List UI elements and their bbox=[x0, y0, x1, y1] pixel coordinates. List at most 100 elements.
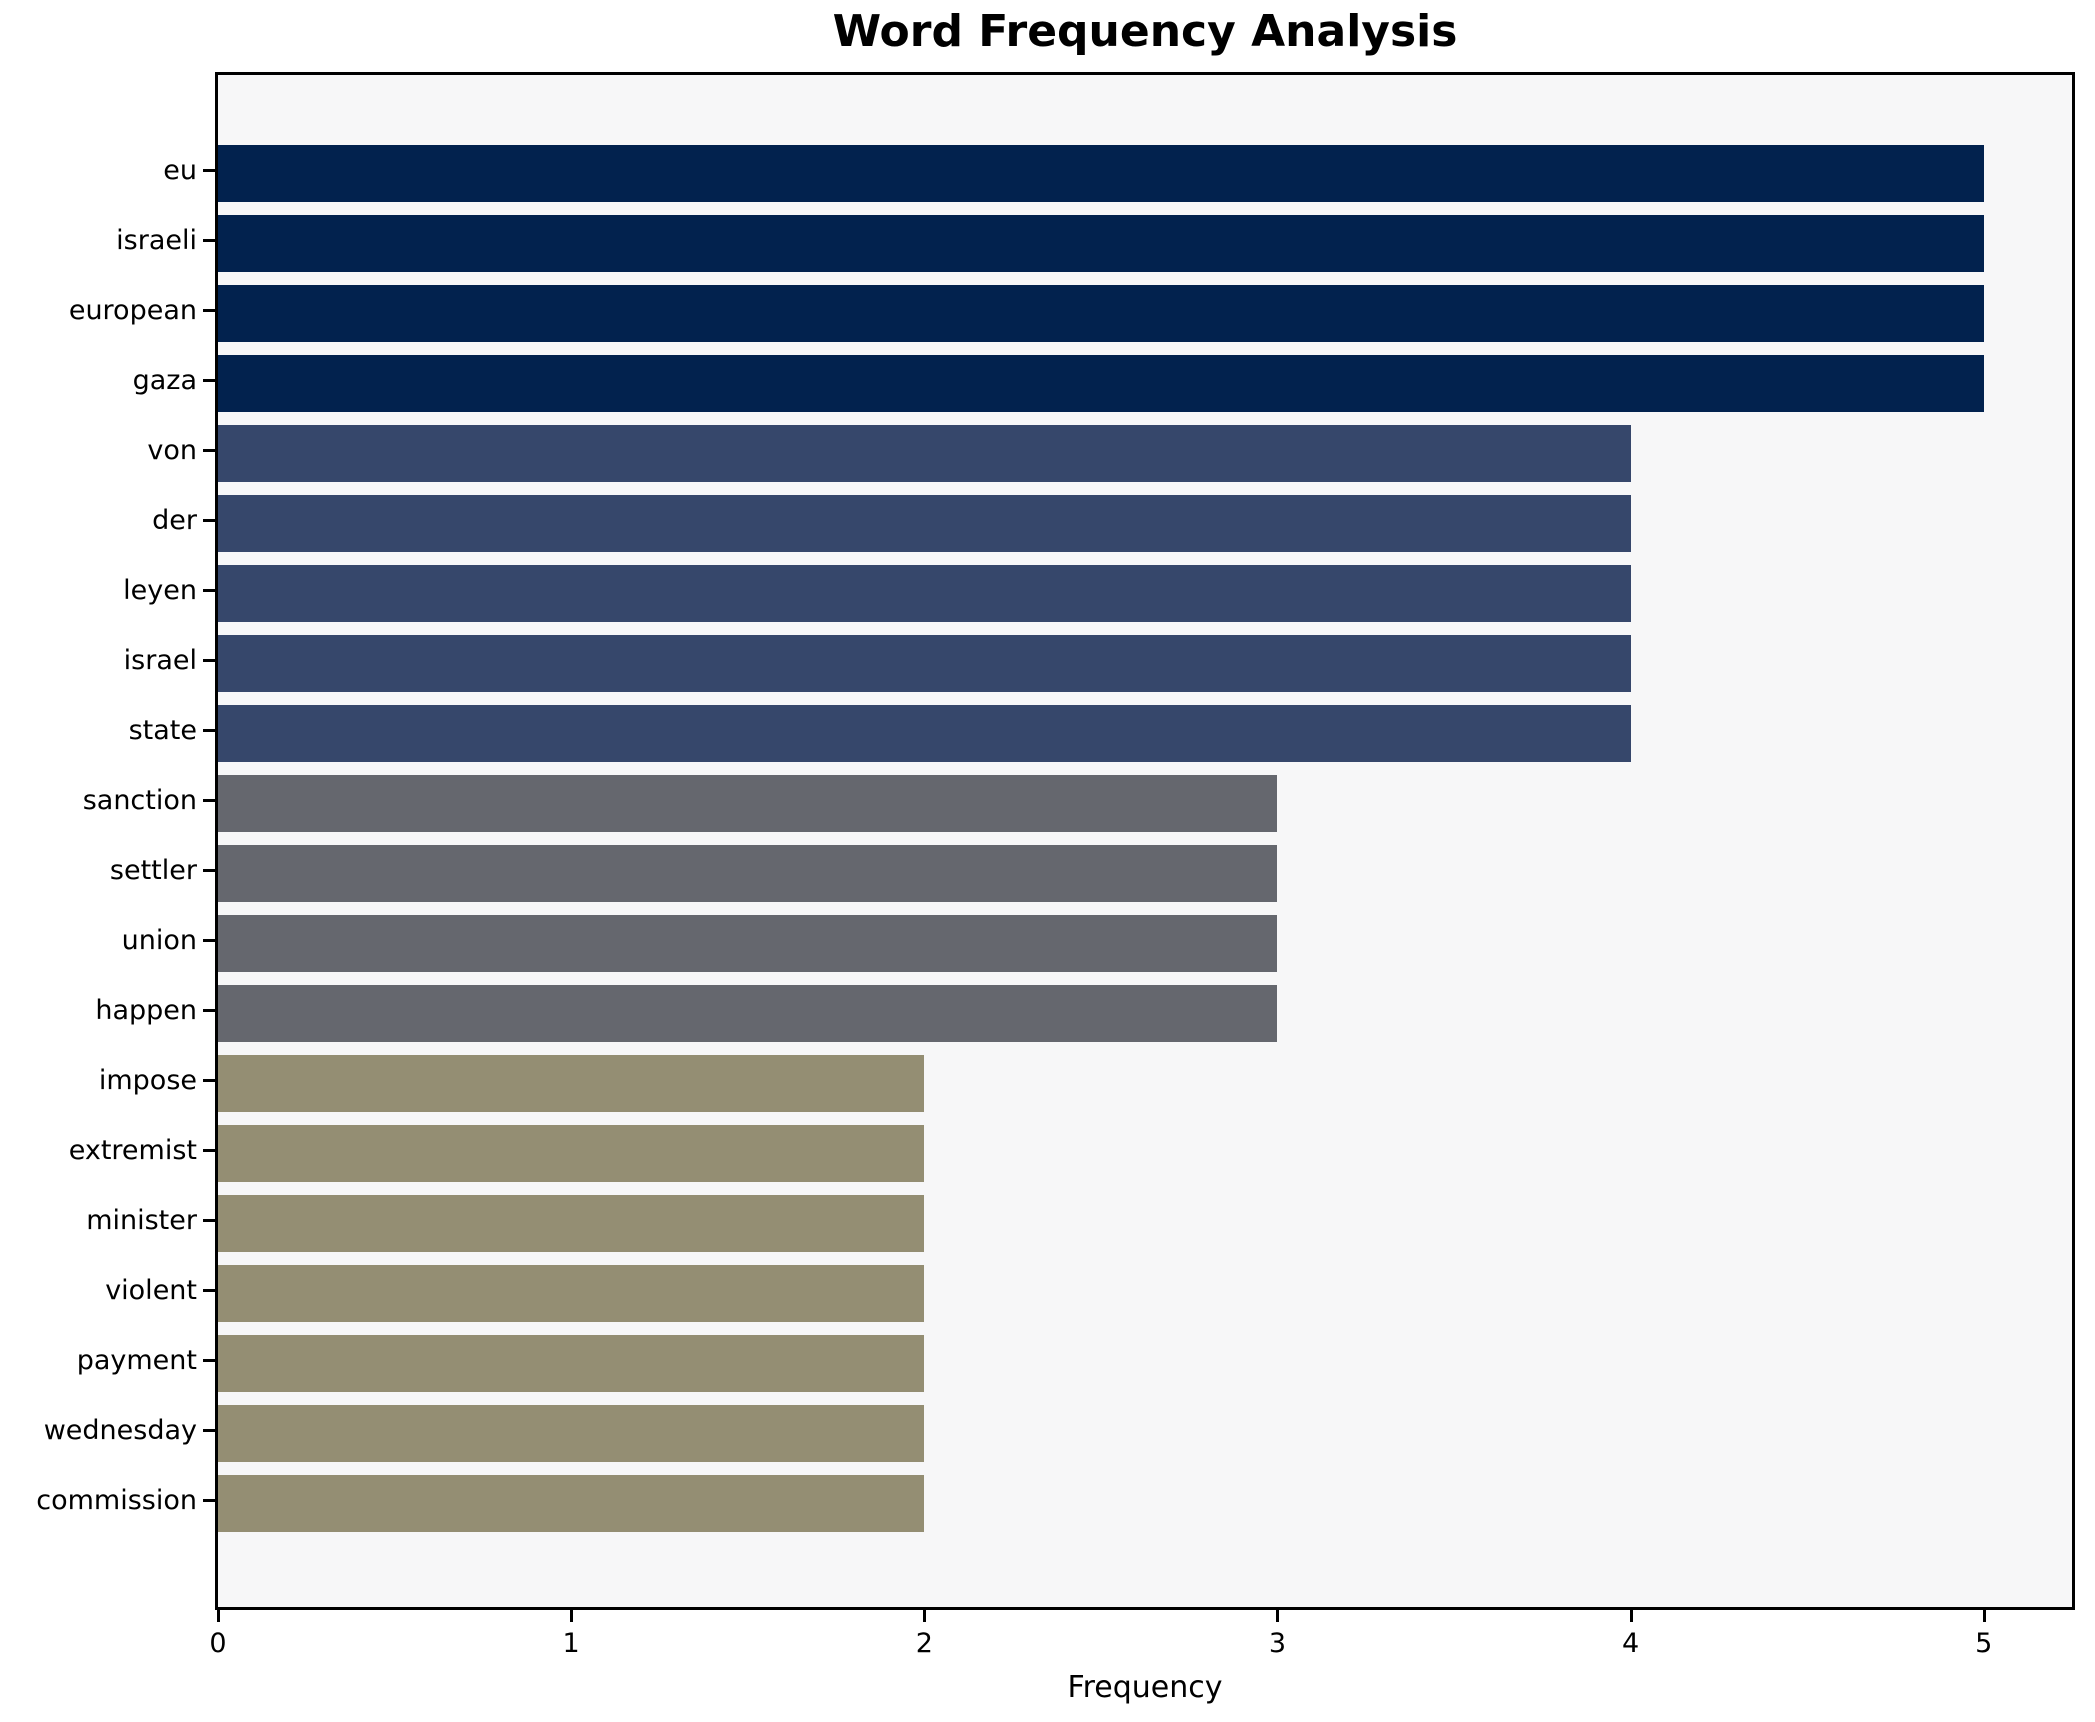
y-tick bbox=[203, 1359, 215, 1362]
y-label-gaza: gaza bbox=[132, 364, 197, 396]
y-tick bbox=[203, 659, 215, 662]
y-label-row: european bbox=[0, 275, 197, 345]
bar-gaza bbox=[218, 354, 1984, 412]
y-label-eu: eu bbox=[163, 154, 197, 186]
y-label-der: der bbox=[152, 504, 197, 536]
x-tick-label-0: 0 bbox=[209, 1628, 227, 1659]
y-tick bbox=[203, 939, 215, 942]
y-tick bbox=[203, 169, 215, 172]
y-tick bbox=[203, 869, 215, 872]
bar-row bbox=[218, 558, 2072, 628]
y-label-sanction: sanction bbox=[82, 784, 197, 816]
bar-row bbox=[218, 1048, 2072, 1118]
y-label-row: gaza bbox=[0, 345, 197, 415]
y-label-row: minister bbox=[0, 1185, 197, 1255]
bar-extremist bbox=[218, 1124, 925, 1182]
x-tick bbox=[1982, 1610, 1986, 1622]
bar-settler bbox=[218, 844, 1278, 902]
y-tick bbox=[203, 1009, 215, 1012]
bar-row bbox=[218, 1258, 2072, 1328]
bar-row bbox=[218, 418, 2072, 488]
bar-wednesday bbox=[218, 1404, 925, 1462]
bar-state bbox=[218, 704, 1631, 762]
bar-impose bbox=[218, 1054, 925, 1112]
bar-union bbox=[218, 914, 1278, 972]
bar-eu bbox=[218, 144, 1984, 202]
y-label-row: extremist bbox=[0, 1115, 197, 1185]
bar-row bbox=[218, 978, 2072, 1048]
plot-area bbox=[215, 72, 2075, 1610]
x-tick bbox=[1276, 1610, 1280, 1622]
bar-row bbox=[218, 1328, 2072, 1398]
y-label-row: commission bbox=[0, 1465, 197, 1535]
x-tick bbox=[570, 1610, 574, 1622]
y-tick bbox=[203, 379, 215, 382]
x-tick-label-4: 4 bbox=[1621, 1628, 1640, 1659]
y-label-extremist: extremist bbox=[68, 1134, 197, 1166]
bar-row bbox=[218, 908, 2072, 978]
y-tick bbox=[203, 1429, 215, 1432]
bar-israeli bbox=[218, 214, 1984, 272]
y-tick bbox=[203, 799, 215, 802]
bar-violent bbox=[218, 1264, 925, 1322]
y-label-row: israel bbox=[0, 625, 197, 695]
y-axis-labels: eu israeli european gaza von der leyen israel st… bbox=[0, 72, 197, 1535]
y-tick bbox=[203, 729, 215, 732]
y-label-happen: happen bbox=[95, 994, 197, 1026]
y-label-row: eu bbox=[0, 135, 197, 205]
bar-row bbox=[218, 488, 2072, 558]
y-label-row: impose bbox=[0, 1045, 197, 1115]
bar-row bbox=[218, 838, 2072, 908]
bar-row bbox=[218, 628, 2072, 698]
bar-row bbox=[218, 278, 2072, 348]
y-label-row: von bbox=[0, 415, 197, 485]
x-tick-label-3: 3 bbox=[1268, 1628, 1287, 1659]
x-tick bbox=[923, 1610, 927, 1622]
y-label-impose: impose bbox=[98, 1064, 197, 1096]
bar-european bbox=[218, 284, 1984, 342]
bar-israel bbox=[218, 634, 1631, 692]
y-label-row: payment bbox=[0, 1325, 197, 1395]
y-tick bbox=[203, 1219, 215, 1222]
y-label-settler: settler bbox=[109, 854, 197, 886]
x-axis-title: Frequency bbox=[1067, 1670, 1223, 1705]
x-tick bbox=[1629, 1610, 1633, 1622]
y-tick bbox=[203, 1079, 215, 1082]
y-label-row: der bbox=[0, 485, 197, 555]
x-tick bbox=[217, 1610, 220, 1622]
y-label-payment: payment bbox=[76, 1344, 197, 1376]
y-label-row: leyen bbox=[0, 555, 197, 625]
bar-row bbox=[218, 1468, 2072, 1538]
y-label-state: state bbox=[128, 714, 197, 746]
y-label-wednesday: wednesday bbox=[43, 1414, 197, 1446]
bar-payment bbox=[218, 1334, 925, 1392]
y-label-violent: violent bbox=[105, 1274, 197, 1306]
x-tick-label-5: 5 bbox=[1975, 1628, 1993, 1659]
y-label-row: happen bbox=[0, 975, 197, 1045]
y-label-leyen: leyen bbox=[123, 574, 197, 606]
y-label-row: violent bbox=[0, 1255, 197, 1325]
y-label-row: settler bbox=[0, 835, 197, 905]
y-label-union: union bbox=[121, 924, 197, 956]
bar-row bbox=[218, 698, 2072, 768]
bar-commission bbox=[218, 1474, 925, 1532]
chart-title: Word Frequency Analysis bbox=[832, 6, 1458, 57]
y-label-israeli: israeli bbox=[116, 224, 197, 256]
y-label-israel: israel bbox=[123, 644, 197, 676]
x-tick-label-1: 1 bbox=[562, 1628, 580, 1659]
y-label-commission: commission bbox=[36, 1484, 197, 1516]
bar-minister bbox=[218, 1194, 925, 1252]
x-tick-label-2: 2 bbox=[915, 1628, 933, 1659]
bar-row bbox=[218, 208, 2072, 278]
y-label-row: state bbox=[0, 695, 197, 765]
y-label-row: union bbox=[0, 905, 197, 975]
y-tick bbox=[203, 1499, 215, 1502]
y-tick bbox=[203, 519, 215, 522]
y-tick bbox=[203, 589, 215, 592]
bar-sanction bbox=[218, 774, 1278, 832]
bar-von bbox=[218, 424, 1631, 482]
y-label-von: von bbox=[147, 434, 197, 466]
y-tick bbox=[203, 239, 215, 242]
bar-row bbox=[218, 1188, 2072, 1258]
